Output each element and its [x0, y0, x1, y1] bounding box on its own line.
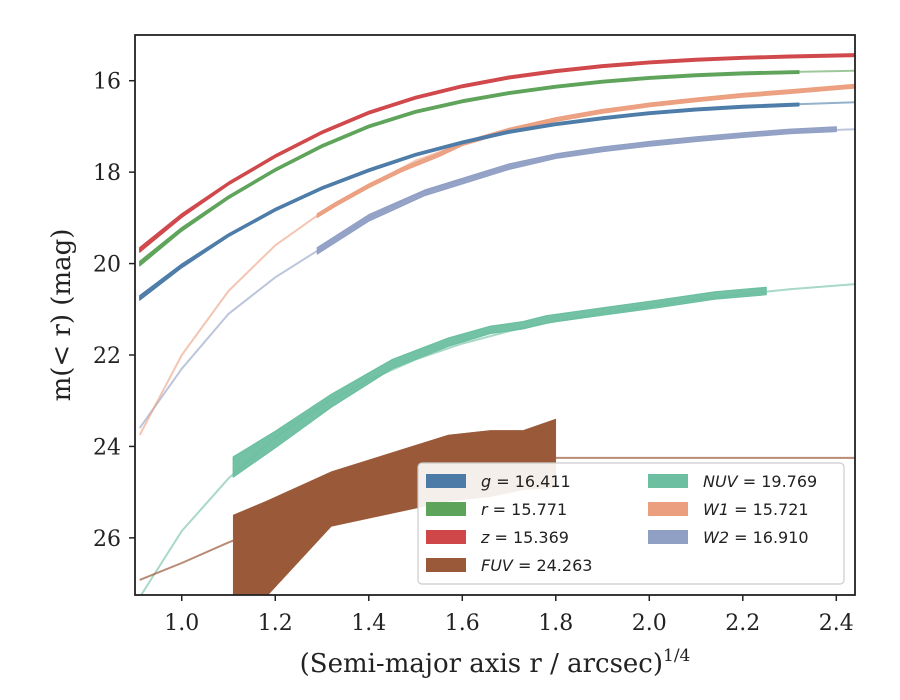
legend-label: W1 = 15.721: [703, 500, 809, 519]
legend-item-g: g = 16.411: [426, 472, 571, 491]
x-tick-label: 1.6: [445, 611, 480, 636]
legend-item-r: r = 15.771: [426, 500, 567, 519]
x-tick-label: 1.4: [351, 611, 386, 636]
x-axis-label-exponent: 1/4: [663, 646, 690, 666]
legend-label: NUV = 19.769: [703, 472, 817, 491]
y-tick-label: 24: [93, 435, 121, 460]
x-axis-label-text: (Semi-major axis r / arcsec): [300, 649, 663, 679]
y-tick-label: 20: [93, 253, 121, 278]
series-w1-model-line: [138, 85, 855, 436]
y-axis-label: m(< r) (mag): [47, 229, 77, 402]
legend-label: r = 15.771: [481, 500, 567, 519]
legend-label: g = 16.411: [481, 472, 571, 491]
series-z-data-band: [139, 53, 855, 253]
y-tick-label: 22: [93, 344, 121, 369]
legend-swatch: [426, 530, 466, 544]
legend-swatch: [648, 530, 688, 544]
series-g: [139, 101, 855, 301]
legend-item-fuv: FUV = 24.263: [426, 556, 592, 575]
legend-label: FUV = 24.263: [481, 556, 592, 575]
series-r: [139, 69, 855, 267]
x-tick-label: 2.2: [725, 611, 760, 636]
legend-item-nuv: NUV = 19.769: [648, 472, 817, 491]
legend-swatch: [426, 502, 466, 516]
legend-label: z = 15.369: [480, 528, 569, 547]
plot-frame: [134, 34, 856, 596]
series-nuv: [139, 283, 855, 595]
y-tick-label: 18: [93, 161, 121, 186]
x-axis-label: (Semi-major axis r / arcsec)1/4: [300, 646, 691, 679]
series-r-data-band: [139, 70, 800, 267]
x-tick-label: 1.0: [164, 611, 199, 636]
x-tick-label: 2.0: [632, 611, 667, 636]
legend-swatch: [648, 474, 688, 488]
series-g-data-band: [139, 102, 800, 301]
legend-item-w1: W1 = 15.721: [648, 500, 809, 519]
legend-swatch: [648, 502, 688, 516]
legend: g = 16.411 r = 15.771 z = 15.369 FUV = 24.2…: [417, 462, 845, 585]
series-w2: [138, 126, 855, 429]
legend-label: W2 = 16.910: [703, 528, 809, 547]
legend-item-z: z = 15.369: [426, 528, 569, 547]
legend-box: [417, 462, 845, 585]
series-w2-data-band: [316, 126, 837, 255]
y-tick-label: 26: [93, 527, 121, 552]
legend-swatch: [426, 558, 466, 572]
series-nuv-data-band: [232, 286, 767, 478]
y-tick-label: 16: [93, 70, 121, 95]
axis-ticks: 1.0 1.2 1.4 1.6 1.8 2.0 2.2 2.4 16 18 20 22 24 26: [93, 70, 854, 636]
legend-item-w2: W2 = 16.910: [648, 528, 809, 547]
series-z-model-line: [139, 54, 855, 251]
x-tick-label: 2.4: [819, 611, 854, 636]
series-z: [139, 53, 855, 253]
x-tick-label: 1.2: [258, 611, 293, 636]
x-tick-label: 1.8: [538, 611, 573, 636]
legend-swatch: [426, 474, 466, 488]
